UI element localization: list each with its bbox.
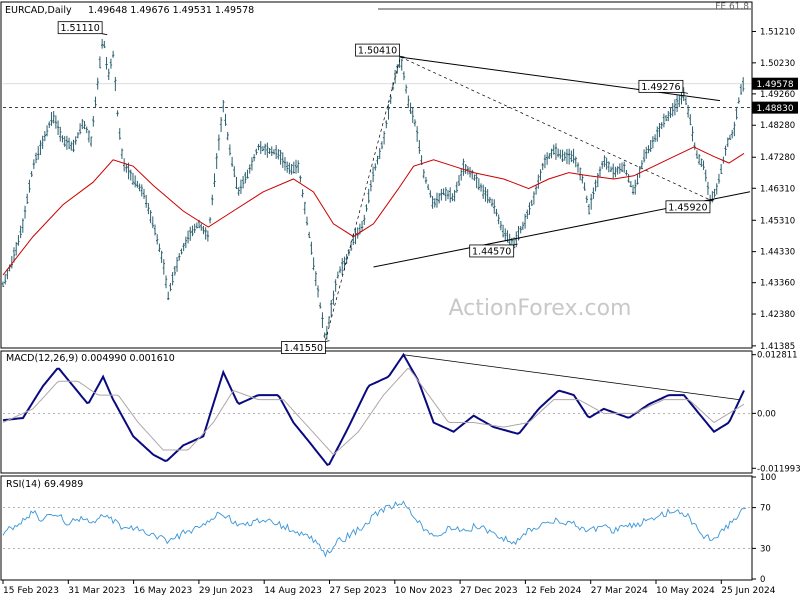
rsi-y-tick-label: 0: [760, 575, 765, 585]
macd-panel: 0.012811 0.00 -0.011993: [2, 351, 800, 474]
annotation-box: [665, 200, 711, 214]
annotation-label: 1.41550: [284, 343, 323, 354]
current-price-tag-bg: [752, 77, 798, 90]
annotation-box: [469, 244, 515, 258]
price-y-tick-label: 1.49260: [760, 90, 795, 100]
x-axis: 15 Feb 2023 31 Mar 2023 16 May 2023 29 Jun …: [2, 580, 776, 596]
annotation-label: 1.51110: [60, 23, 99, 34]
x-tick-label: 27 Dec 2023: [460, 586, 517, 596]
macd-panel-frame: [0, 350, 753, 474]
macd-y-tick-label: -0.011993: [757, 464, 800, 474]
x-tick-label: 10 Nov 2023: [395, 586, 453, 596]
x-tick-label: 10 May 2024: [656, 586, 715, 596]
annotation-leader: [709, 199, 715, 202]
price-y-tick-label: 1.50230: [760, 59, 795, 69]
level-price-tag: 1.48830: [756, 104, 793, 114]
x-tick-label: 16 May 2023: [134, 586, 193, 596]
x-tick-label: 27 Sep 2023: [330, 586, 387, 596]
level-price-tag-bg: [752, 101, 798, 114]
macd-title: MACD(12,26,9) 0.004990 0.001610: [6, 353, 175, 364]
price-y-tick-label: 1.45310: [760, 216, 795, 226]
x-tick-label: 14 Aug 2023: [264, 586, 322, 596]
rsi-y-tick-label: 70: [760, 504, 771, 514]
x-tick-label: 27 Mar 2024: [591, 586, 648, 596]
dashed-trendline: [400, 56, 711, 201]
annotation-leader: [325, 340, 330, 342]
macd-y-tick-label: 0.00: [757, 409, 776, 419]
x-tick-label: 15 Feb 2023: [3, 586, 59, 596]
annotation-leader: [682, 91, 688, 94]
price-y-tick-label: 1.47280: [760, 153, 795, 163]
price-y-tick-label: 1.46310: [760, 184, 795, 194]
watermark: ActionForex.com: [449, 296, 632, 321]
annotation-leader: [102, 33, 108, 36]
trendline: [400, 56, 721, 102]
price-y-tick-label: 1.41385: [760, 342, 795, 352]
annotation-box: [355, 43, 400, 57]
x-tick-label: 31 Mar 2023: [68, 586, 125, 596]
price-panel-frame: [0, 1, 753, 349]
price-panel: 1.51210 1.50230 1.49260 1.48280 1.47280 1.463…: [1, 8, 798, 355]
annotation-box: [638, 79, 684, 93]
price-y-tick-label: 1.51210: [760, 27, 795, 37]
x-tick-label: 12 Feb 2024: [525, 586, 581, 596]
rsi-title: RSI(14) 69.4989: [6, 479, 83, 490]
annotation-leader: [513, 243, 518, 246]
rsi-line: [2, 500, 747, 558]
rsi-panel-frame: [0, 475, 753, 581]
signal-line: [2, 368, 745, 456]
dashed-trendline: [325, 56, 401, 341]
macd-trendline: [403, 354, 740, 401]
x-tick-label: 29 Jun 2023: [199, 586, 253, 596]
price-y-tick-label: 1.42380: [760, 310, 795, 320]
price-y-tick-label: 1.48280: [760, 121, 795, 131]
annotation-label: 1.50410: [358, 46, 397, 57]
rsi-y-tick-label: 30: [760, 544, 771, 554]
annotation-label: 1.44570: [472, 246, 511, 257]
symbol-label: EURCAD,Daily: [5, 5, 72, 16]
annotation-label: 1.49276: [641, 82, 680, 93]
rsi-panel: 100 70 30 0: [2, 473, 776, 585]
macd-line: [2, 352, 745, 466]
annotation-label: 1.45920: [668, 202, 707, 213]
macd-y-tick-label: 0.012811: [757, 351, 798, 361]
rsi-y-tick-label: 100: [760, 473, 776, 483]
annotation-box: [57, 21, 103, 35]
annotation-box: [281, 341, 326, 355]
annotation-leader: [399, 55, 405, 58]
ohlc-label: 1.49648 1.49676 1.49531 1.49578: [88, 5, 254, 16]
price-y-tick-label: 1.43360: [760, 279, 795, 289]
current-price-tag: 1.49578: [756, 80, 793, 90]
price-y-tick-label: 1.44330: [760, 248, 795, 258]
fib-label: FE 61.8: [715, 2, 749, 12]
x-tick-label: 25 Jun 2024: [721, 586, 775, 596]
moving-average-line: [2, 146, 745, 276]
